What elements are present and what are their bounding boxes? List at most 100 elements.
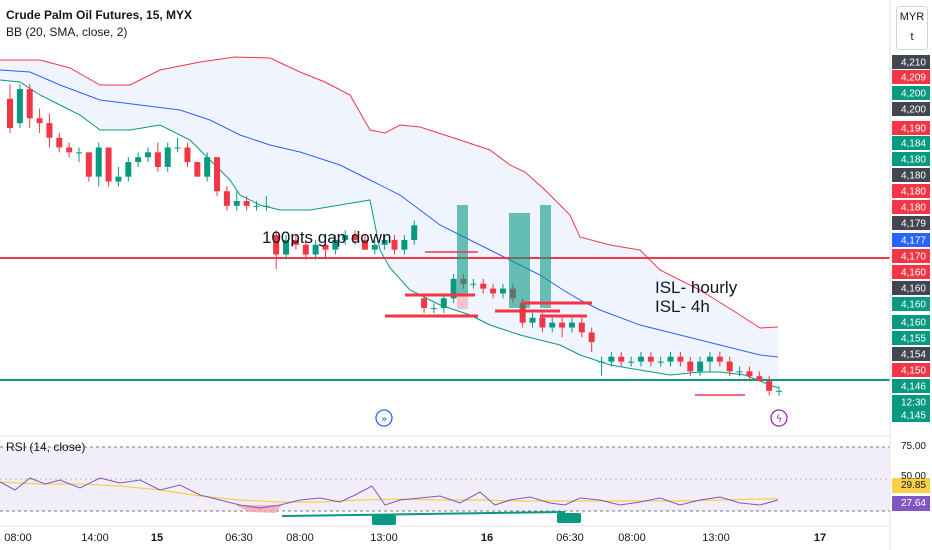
- candle-body[interactable]: [243, 201, 250, 206]
- bollinger-lower-band: [0, 79, 779, 389]
- candle-body[interactable]: [588, 332, 595, 343]
- candle-body[interactable]: [411, 225, 418, 240]
- price-tag-label: 4,190: [901, 124, 926, 135]
- dividend-marker-icon[interactable]: [375, 409, 393, 427]
- candle-body[interactable]: [608, 356, 615, 362]
- candle-body[interactable]: [647, 356, 654, 362]
- candle-body[interactable]: [628, 361, 635, 363]
- candle-body[interactable]: [253, 205, 260, 207]
- candle-body[interactable]: [7, 98, 13, 128]
- candle-body[interactable]: [105, 147, 112, 182]
- candle-body[interactable]: [539, 317, 546, 328]
- candle-body[interactable]: [490, 288, 497, 294]
- candle-body[interactable]: [677, 356, 684, 362]
- candle-body[interactable]: [204, 157, 211, 177]
- candle-body[interactable]: [135, 157, 142, 163]
- price-tag-label: 4,180: [901, 187, 926, 198]
- price-tag-bg: [892, 363, 930, 377]
- candle-body[interactable]: [85, 152, 92, 177]
- price-tag-label: 4,160: [901, 318, 926, 329]
- candle-body[interactable]: [618, 356, 625, 362]
- candle-body[interactable]: [322, 244, 329, 250]
- candle-body[interactable]: [756, 376, 763, 382]
- candle-body[interactable]: [736, 371, 743, 373]
- candle-body[interactable]: [519, 303, 526, 323]
- candle-body[interactable]: [391, 239, 398, 250]
- price-tag-bg: [892, 379, 930, 393]
- candle-body[interactable]: [26, 89, 33, 119]
- candle-body[interactable]: [292, 239, 299, 245]
- candle-body[interactable]: [559, 322, 566, 328]
- time-axis-label: 15: [150, 532, 164, 544]
- candle-body[interactable]: [233, 201, 240, 206]
- price-tag-label: 12:30: [901, 398, 926, 409]
- candle-body[interactable]: [95, 147, 102, 177]
- candle-body[interactable]: [726, 361, 733, 372]
- candle-body[interactable]: [371, 244, 378, 250]
- candle-body[interactable]: [529, 317, 536, 323]
- candle-body[interactable]: [46, 123, 53, 138]
- candle-body[interactable]: [598, 361, 605, 363]
- price-tag-label: 4,154: [901, 350, 926, 361]
- candle-body[interactable]: [706, 356, 713, 362]
- candle-body[interactable]: [352, 235, 359, 240]
- candle-body[interactable]: [716, 356, 723, 362]
- candle-body[interactable]: [766, 381, 773, 391]
- candle-body[interactable]: [214, 157, 221, 192]
- price-tag-bg: [892, 168, 930, 182]
- candle-body[interactable]: [302, 244, 309, 255]
- candle-body[interactable]: [312, 244, 319, 255]
- candle-body[interactable]: [381, 239, 388, 245]
- candle-body[interactable]: [283, 239, 290, 255]
- candle-body[interactable]: [637, 356, 644, 362]
- time-axis-label: 06:30: [225, 532, 253, 544]
- candle-body[interactable]: [657, 361, 664, 363]
- candle-body[interactable]: [361, 239, 368, 250]
- candle-body[interactable]: [470, 283, 477, 285]
- candle-body[interactable]: [687, 361, 694, 372]
- candle-body[interactable]: [421, 298, 428, 309]
- candle-body[interactable]: [440, 298, 447, 309]
- candle-body[interactable]: [184, 147, 191, 163]
- candle-body[interactable]: [145, 152, 152, 158]
- candle-body[interactable]: [56, 137, 63, 148]
- candle-body[interactable]: [746, 371, 753, 377]
- candle-body[interactable]: [223, 191, 230, 206]
- candle-body[interactable]: [697, 361, 704, 372]
- event-marker-icon[interactable]: [770, 409, 788, 427]
- candle-body[interactable]: [332, 239, 339, 250]
- price-tag-label: 4,145: [901, 411, 926, 422]
- candle-body[interactable]: [76, 152, 83, 154]
- price-tag-bg: [892, 86, 930, 100]
- candle-body[interactable]: [273, 235, 280, 255]
- candle-body[interactable]: [115, 176, 122, 182]
- candle-body[interactable]: [430, 308, 437, 310]
- candle-body[interactable]: [194, 162, 201, 177]
- candle-body[interactable]: [568, 322, 575, 328]
- candle-body[interactable]: [125, 162, 132, 177]
- currency-unit-button[interactable]: MYR t: [896, 6, 928, 50]
- annotation-isl-4h: ISL- 4h: [655, 297, 710, 316]
- candle-body[interactable]: [549, 322, 556, 328]
- candle-body[interactable]: [66, 147, 73, 153]
- candle-body[interactable]: [450, 278, 457, 299]
- price-tag-bg: [892, 136, 930, 150]
- candle-body[interactable]: [342, 235, 349, 240]
- candle-body[interactable]: [667, 356, 674, 362]
- price-tag-label: 4,200: [901, 105, 926, 116]
- price-tag-label: 4,155: [901, 334, 926, 345]
- candle-body[interactable]: [174, 147, 181, 149]
- price-tag-bg: [892, 281, 930, 295]
- candle-body[interactable]: [263, 205, 270, 207]
- candle-body[interactable]: [776, 390, 782, 392]
- candle-body[interactable]: [480, 283, 487, 289]
- candle-body[interactable]: [16, 89, 23, 124]
- candle-body[interactable]: [36, 118, 43, 124]
- candle-body[interactable]: [578, 322, 585, 333]
- divergence-line: [281, 511, 566, 517]
- candle-body[interactable]: [164, 147, 171, 167]
- candle-body[interactable]: [154, 152, 161, 167]
- candle-body[interactable]: [499, 288, 506, 294]
- candle-body[interactable]: [401, 239, 408, 250]
